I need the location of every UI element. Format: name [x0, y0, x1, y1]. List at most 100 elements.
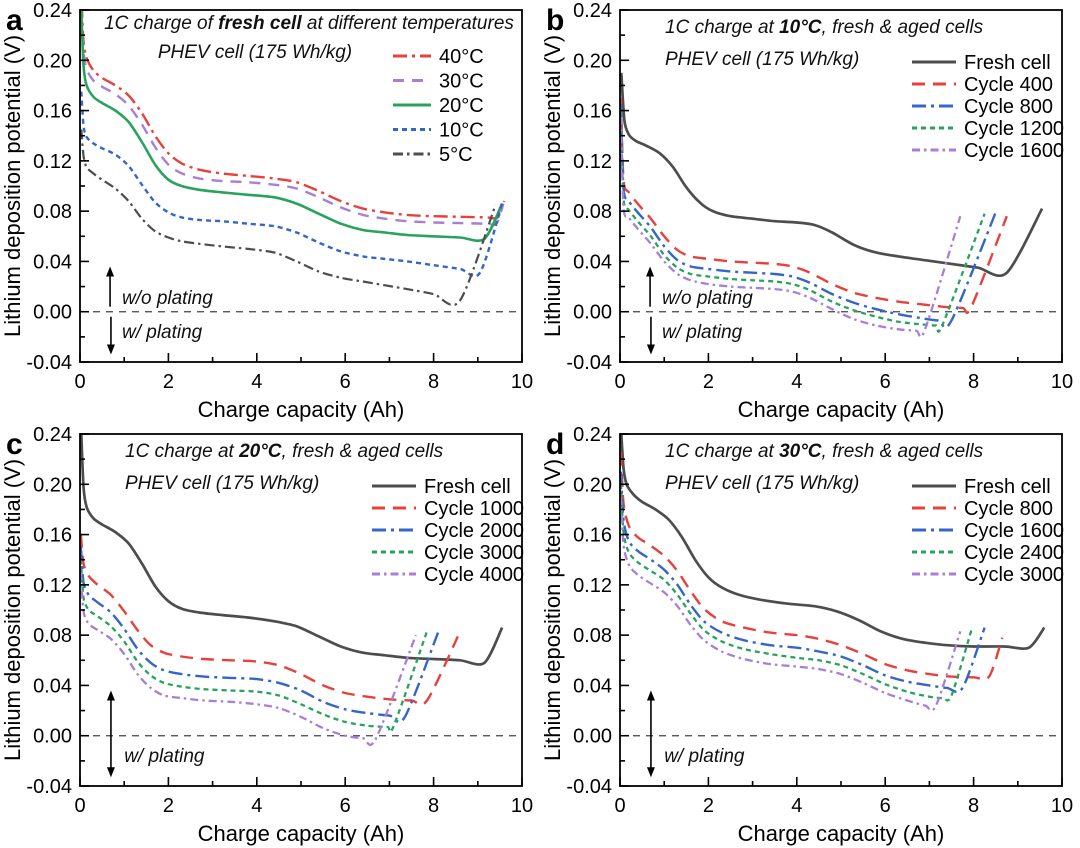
x-tick-label: 4 — [791, 371, 802, 393]
x-tick-label: 2 — [163, 371, 174, 393]
x-axis-label: Charge capacity (Ah) — [738, 397, 945, 422]
y-tick-label: 0.16 — [33, 101, 72, 123]
x-tick-label: 8 — [428, 795, 439, 817]
series-line-40°c — [80, 10, 506, 220]
legend-label: Cycle 4000 — [424, 564, 524, 586]
series-line-cycle-2400 — [620, 484, 973, 702]
annotation-wo-plating: w/o plating — [122, 288, 213, 309]
series-line-fresh-cell — [620, 434, 1046, 651]
series-line-cycle-4000 — [80, 572, 417, 746]
y-tick-label: 0.20 — [33, 474, 72, 496]
legend-label: Cycle 1200 — [964, 118, 1064, 140]
arrow-head-up-icon — [646, 690, 655, 701]
panel-subtitle: PHEV cell (175 Wh/kg) — [665, 49, 859, 70]
curves-group — [620, 72, 1044, 339]
series-line-cycle-800 — [620, 104, 997, 329]
x-tick-label: 0 — [74, 795, 85, 817]
legend: 40°C 30°C20°C 10°C5°C — [393, 46, 484, 166]
panel-a: 0 2 4 6 8 10 -0.04 0.00 0.04 0.08 0.12 0.16 0.20 0.24… — [0, 0, 540, 424]
annotation-w-plating: w/ plating — [662, 322, 743, 343]
y-tick-label: 0.20 — [573, 50, 612, 72]
y-tick-label: 0.08 — [573, 625, 612, 647]
curves-group — [80, 434, 504, 746]
y-axis-label: Lithium deposition potential (V) — [0, 459, 25, 761]
arrow-head-down-icon — [106, 344, 115, 355]
legend-label: Cycle 2000 — [424, 520, 524, 542]
annotation-wo-plating: w/o plating — [662, 288, 753, 309]
y-tick-label: 0.12 — [33, 575, 72, 597]
legend-label: 30°C — [439, 71, 484, 93]
panel-subtitle: PHEV cell (175 Wh/kg) — [158, 42, 352, 63]
series-line-cycle-1600 — [620, 471, 986, 694]
y-tick-label: 0.24 — [33, 0, 72, 22]
series-line-cycle-1200 — [620, 110, 986, 333]
y-tick-label: 0.04 — [573, 675, 612, 697]
annotations: w/o plating w/ plating — [646, 266, 753, 355]
x-tick-label: 0 — [614, 371, 625, 393]
y-tick-label: 0.04 — [573, 251, 612, 273]
panel-letter: b — [546, 4, 564, 37]
legend-label: Cycle 1600 — [964, 140, 1064, 162]
y-tick-label: 0.04 — [33, 251, 72, 273]
legend-label: 10°C — [439, 120, 484, 142]
legend-label: Fresh cell — [964, 52, 1051, 74]
series-line-cycle-2000 — [80, 547, 440, 724]
y-tick-label: 0.00 — [573, 726, 612, 748]
legend-label: Fresh cell — [964, 476, 1051, 498]
chart-panel-c: 0 2 4 6 8 10 -0.04 0.00 0.04 0.08 0.12 0.16 0.20 0.24… — [0, 424, 533, 846]
x-tick-label: 4 — [251, 371, 262, 393]
legend-label: Cycle 400 — [964, 74, 1053, 96]
series-line-cycle-3000 — [80, 559, 429, 734]
series-line-cycle-1600 — [620, 116, 962, 339]
chart-panel-b: 0 2 4 6 8 10 -0.04 0.00 0.04 0.08 0.12 0.16 0.20 0.24… — [540, 0, 1073, 422]
x-axis-label: Charge capacity (Ah) — [738, 821, 945, 846]
legend-label: Fresh cell — [424, 476, 511, 498]
ticks-group — [619, 433, 1063, 787]
series-line-5°c — [80, 129, 497, 307]
x-tick-label: 6 — [340, 795, 351, 817]
legend-label: Cycle 800 — [964, 96, 1053, 118]
series-line-30°c — [80, 16, 505, 227]
panel-title: 1C charge at 20°C, fresh & aged cells — [125, 441, 444, 462]
legend-label: Cycle 3000 — [424, 542, 524, 564]
panel-b: 0 2 4 6 8 10 -0.04 0.00 0.04 0.08 0.12 0.16 0.20 0.24… — [540, 0, 1080, 424]
panel-letter: a — [6, 4, 23, 37]
y-tick-label: 0.24 — [573, 0, 612, 22]
legend-label: Cycle 800 — [964, 498, 1053, 520]
panel-title: 1C charge at 30°C, fresh & aged cells — [665, 441, 984, 462]
y-axis-label: Lithium deposition potential (V) — [540, 459, 565, 761]
legend-label: Cycle 1000 — [424, 498, 524, 520]
series-line-cycle-1000 — [80, 534, 459, 706]
y-tick-label: 0.16 — [573, 525, 612, 547]
x-tick-label: 2 — [703, 371, 714, 393]
y-tick-label: -0.04 — [26, 776, 72, 798]
x-tick-label: 8 — [428, 371, 439, 393]
y-tick-label: 0.00 — [33, 302, 72, 324]
x-tick-label: 6 — [340, 371, 351, 393]
y-tick-label: 0.24 — [573, 424, 612, 446]
arrow-head-up-icon — [646, 266, 655, 277]
y-tick-label: 0.16 — [33, 525, 72, 547]
x-tick-label: 2 — [163, 795, 174, 817]
ticks-group — [619, 9, 1063, 363]
x-tick-label: 0 — [74, 371, 85, 393]
series-line-10°c — [80, 91, 504, 278]
y-tick-label: 0.08 — [33, 625, 72, 647]
legend-label: Cycle 2400 — [964, 542, 1064, 564]
chart-panel-a: 0 2 4 6 8 10 -0.04 0.00 0.04 0.08 0.12 0.16 0.20 0.24… — [0, 0, 533, 422]
annotation-w-plating: w/ plating — [664, 746, 745, 767]
panel-c: 0 2 4 6 8 10 -0.04 0.00 0.04 0.08 0.12 0.16 0.20 0.24… — [0, 424, 540, 848]
arrow-head-up-icon — [106, 266, 115, 277]
y-tick-label: 0.12 — [573, 575, 612, 597]
x-axis-label: Charge capacity (Ah) — [198, 821, 405, 846]
legend-label: 5°C — [439, 144, 473, 166]
y-tick-label: -0.04 — [566, 776, 612, 798]
panel-title: 1C charge at 10°C, fresh & aged cells — [665, 17, 984, 38]
y-tick-label: -0.04 — [26, 352, 72, 374]
curves-group — [80, 10, 506, 307]
x-tick-label: 4 — [791, 795, 802, 817]
x-tick-label: 10 — [1051, 795, 1073, 817]
